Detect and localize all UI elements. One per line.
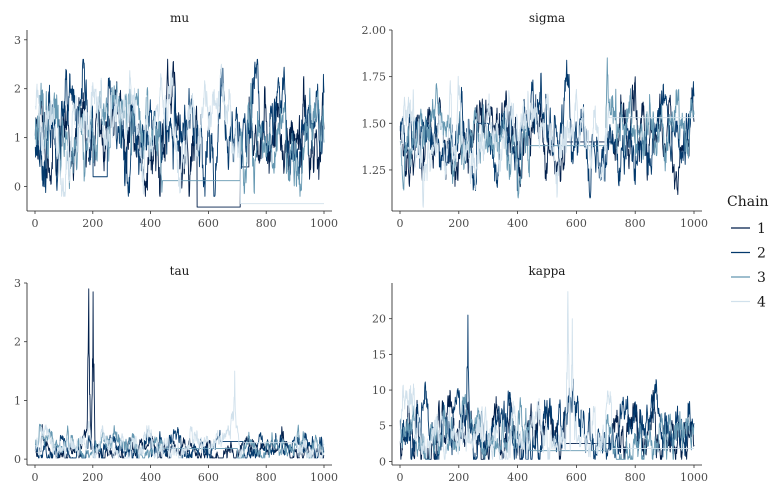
x-tick-label: 600 bbox=[566, 471, 587, 484]
trace-line-chain-2 bbox=[399, 314, 695, 460]
legend-label-chain-4: 4 bbox=[757, 295, 766, 311]
legend-label-chain-2: 2 bbox=[757, 246, 766, 262]
x-tick-label: 800 bbox=[256, 217, 277, 230]
y-tick-label: 2 bbox=[14, 83, 21, 96]
x-tick-label: 400 bbox=[140, 217, 161, 230]
x-tick-label: 0 bbox=[32, 217, 39, 230]
panel-title: sigma bbox=[529, 11, 565, 25]
y-tick-label: 1 bbox=[14, 394, 21, 407]
trace-line-chain-4 bbox=[399, 75, 695, 208]
y-tick-label: 1.50 bbox=[362, 117, 387, 130]
panel-title: tau bbox=[170, 264, 190, 278]
chain-legend: Chain 1 2 3 4 bbox=[727, 194, 769, 311]
x-tick-label: 200 bbox=[82, 217, 103, 230]
trace-line-chain-4 bbox=[34, 370, 325, 459]
trace-line-chain-3 bbox=[34, 423, 325, 459]
y-tick-label: 15 bbox=[372, 348, 386, 361]
legend-label-chain-1: 1 bbox=[757, 221, 766, 237]
y-tick-label: 2 bbox=[14, 336, 21, 349]
y-tick-label: 0 bbox=[14, 453, 21, 466]
x-tick-label: 200 bbox=[448, 471, 469, 484]
x-tick-label: 1000 bbox=[310, 471, 338, 484]
legend-title: Chain bbox=[727, 194, 769, 210]
y-tick-label: 2.00 bbox=[362, 24, 387, 37]
x-tick-label: 600 bbox=[198, 217, 219, 230]
y-tick-label: 20 bbox=[372, 313, 386, 326]
x-tick-label: 400 bbox=[507, 217, 528, 230]
panel-sigma: sigma 1.25 1.50 1.75 2.00 0 200 400 600 800 1000 bbox=[362, 11, 709, 230]
trace-line-chain-4 bbox=[399, 291, 695, 460]
trace-line-chain-2 bbox=[34, 58, 325, 197]
x-tick-label: 0 bbox=[32, 471, 39, 484]
x-tick-label: 800 bbox=[256, 471, 277, 484]
x-tick-label: 200 bbox=[82, 471, 103, 484]
x-tick-label: 1000 bbox=[680, 471, 708, 484]
y-tick-label: 3 bbox=[14, 277, 21, 290]
x-tick-label: 0 bbox=[397, 217, 404, 230]
legend-label-chain-3: 3 bbox=[757, 270, 766, 286]
trace-line-chain-3 bbox=[399, 393, 695, 460]
y-tick-label: 1 bbox=[14, 132, 21, 145]
panel-mu: mu 0 1 2 3 0 200 400 600 800 1000 bbox=[14, 11, 338, 230]
panel-title: mu bbox=[170, 11, 189, 25]
x-tick-label: 600 bbox=[198, 471, 219, 484]
y-tick-label: 10 bbox=[372, 384, 386, 397]
trace-line-chain-3 bbox=[399, 57, 695, 199]
y-tick-label: 3 bbox=[14, 34, 21, 47]
panel-tau: tau 0 1 2 3 0 200 400 600 800 1000 bbox=[14, 264, 338, 484]
y-tick-label: 1.25 bbox=[362, 164, 387, 177]
y-tick-label: 5 bbox=[379, 420, 386, 433]
x-tick-label: 400 bbox=[507, 471, 528, 484]
x-tick-label: 1000 bbox=[310, 217, 338, 230]
trace-line-chain-1 bbox=[34, 288, 325, 459]
x-tick-label: 1000 bbox=[680, 217, 708, 230]
panel-title: kappa bbox=[529, 264, 566, 278]
x-tick-label: 600 bbox=[566, 217, 587, 230]
x-tick-label: 0 bbox=[397, 471, 404, 484]
x-tick-label: 800 bbox=[625, 471, 646, 484]
x-tick-label: 400 bbox=[140, 471, 161, 484]
x-tick-label: 800 bbox=[625, 217, 646, 230]
x-tick-label: 200 bbox=[448, 217, 469, 230]
y-tick-label: 0 bbox=[379, 455, 386, 468]
trace-line-chain-4 bbox=[34, 63, 325, 205]
y-tick-label: 1.75 bbox=[362, 71, 387, 84]
y-tick-label: 0 bbox=[14, 181, 21, 194]
